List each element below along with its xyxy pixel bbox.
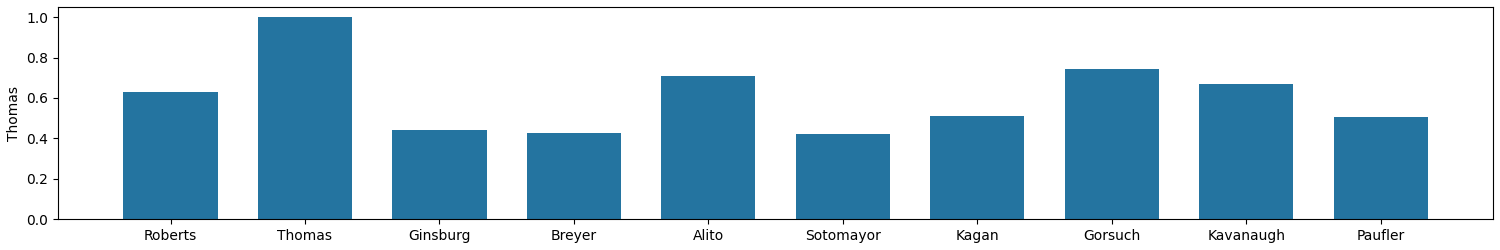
- Bar: [393, 130, 486, 219]
- Y-axis label: Thomas: Thomas: [8, 86, 21, 141]
- Bar: [796, 134, 889, 219]
- Bar: [1198, 84, 1293, 219]
- Bar: [1334, 117, 1428, 219]
- Bar: [1065, 69, 1160, 219]
- Bar: [930, 116, 1024, 219]
- Bar: [662, 76, 756, 219]
- Bar: [526, 133, 621, 219]
- Bar: [123, 92, 218, 219]
- Bar: [258, 17, 352, 219]
